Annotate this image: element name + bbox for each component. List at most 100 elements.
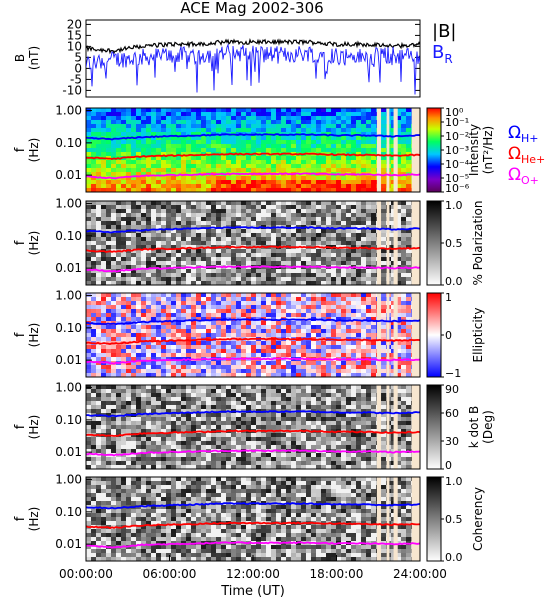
frame-polarization xyxy=(85,200,421,286)
b-y-tick-label: 0 xyxy=(74,61,82,75)
colorbar-tick-label: 10⁻² xyxy=(445,130,469,143)
no-data-band xyxy=(386,293,390,377)
no-data-band xyxy=(411,477,420,561)
colorbar-label: Coherency xyxy=(471,487,485,551)
b-y-tick-label: 20 xyxy=(67,17,82,31)
x-tick-label: 24:00:00 xyxy=(393,567,447,581)
colorbar-tick-label: 1 xyxy=(445,291,452,304)
b-y-unit: (nT) xyxy=(27,46,41,70)
f-axis-unit: (Hz) xyxy=(27,415,41,440)
f-axis-unit: (Hz) xyxy=(27,323,41,348)
colorbar-tick-label: 10⁰ xyxy=(445,106,464,119)
colorbar-tick-label: 0.0 xyxy=(445,551,463,564)
line-o-plus xyxy=(86,449,420,457)
legend-b-r: BR xyxy=(432,42,453,66)
heatmap-coherency xyxy=(86,477,420,561)
legend-b-total: |B| xyxy=(432,21,456,42)
colorbar-tick-label: 10⁻¹ xyxy=(445,116,469,129)
colorbar-tick-label: 1.0 xyxy=(445,475,463,488)
no-data-band xyxy=(376,385,382,469)
legend-omega-h: ΩH+ xyxy=(508,123,539,145)
colorbar-label: Intensity xyxy=(467,124,481,176)
line-o-plus xyxy=(86,357,420,365)
no-data-band xyxy=(393,201,398,285)
line-he-plus xyxy=(86,245,420,253)
x-axis: 00:00:00 06:00:00 12:00:00 18:00:00 24:00:00 xyxy=(59,555,447,581)
colorbar-tick-label: 1.0 xyxy=(445,199,463,212)
colorbar-label: k dot B xyxy=(467,406,481,448)
x-axis-label: Time (UT) xyxy=(220,584,285,599)
b-y-tick-label: -5 xyxy=(70,72,82,86)
legend-omega-o-symbol: Ω xyxy=(508,165,521,185)
colorbar-unit: (Deg) xyxy=(481,410,495,444)
no-data-band xyxy=(376,108,382,192)
no-data-band xyxy=(386,477,390,561)
colorbar-coherency xyxy=(426,476,442,562)
colorbar-tick-label: 10⁻⁶ xyxy=(445,182,470,195)
colorbar-tick-label: 0 xyxy=(445,459,452,472)
x-tick-label: 18:00:00 xyxy=(310,567,364,581)
no-data-band xyxy=(411,201,420,285)
f-tick-label: 0.01 xyxy=(55,168,82,182)
frame-ellipticity xyxy=(85,292,421,378)
b-y-tick-label: 10 xyxy=(67,39,82,53)
x-tick-label: 12:00:00 xyxy=(226,567,280,581)
heatmap-ellipticity xyxy=(86,293,420,377)
f-tick-label: 1.00 xyxy=(55,473,82,487)
line-he-plus xyxy=(86,429,420,437)
no-data-band xyxy=(393,477,398,561)
f-tick-label: 1.00 xyxy=(55,197,82,211)
no-data-band xyxy=(393,108,398,192)
colorbar-ellipticity xyxy=(426,292,442,378)
colorbar-tick-label: 30 xyxy=(445,435,459,448)
line-h-plus xyxy=(86,502,420,510)
b-y-tick-label: 15 xyxy=(67,28,82,42)
no-data-band xyxy=(386,201,390,285)
line-o-plus xyxy=(86,172,420,180)
f-axis-unit: (Hz) xyxy=(27,138,41,163)
legend-omega-he-symbol: Ω xyxy=(508,144,521,164)
f-tick-label: 0.10 xyxy=(55,229,82,243)
line-o-plus xyxy=(86,541,420,549)
f-tick-label: 0.10 xyxy=(55,321,82,335)
no-data-band xyxy=(411,385,420,469)
no-data-band xyxy=(393,293,398,377)
no-data-band xyxy=(386,385,390,469)
line-h-plus xyxy=(86,410,420,418)
legend-omega-o: ΩO+ xyxy=(508,165,539,187)
legend-omega-h-sub: H+ xyxy=(521,132,539,145)
no-data-band xyxy=(411,293,420,377)
line-h-plus xyxy=(86,318,420,326)
colorbar-tick-label: 10⁻⁴ xyxy=(445,158,470,171)
f-tick-label: 1.00 xyxy=(55,381,82,395)
no-data-band xyxy=(376,201,382,285)
colorbar-tick-label: 0 xyxy=(445,329,452,342)
panel-coherency: 1.00 0.10 0.01 f (Hz) 1.0 0.5 0.0 Coherency xyxy=(13,473,485,564)
chart-title: ACE Mag 2002-306 xyxy=(180,0,323,17)
line-h-plus xyxy=(86,226,420,234)
panel-ellipticity: 1.00 0.10 0.01 f (Hz) 1 0 −1 Ellipticity xyxy=(13,289,485,380)
colorbar-label: Ellipticity xyxy=(471,308,485,363)
f-axis-label: f xyxy=(13,424,28,429)
colorbar-label: % Polarization xyxy=(471,201,485,286)
f-tick-label: 0.10 xyxy=(55,413,82,427)
colorbar-tick-label: 0.5 xyxy=(445,513,463,526)
f-axis-unit: (Hz) xyxy=(27,507,41,532)
f-axis-label: f xyxy=(13,240,28,245)
x-tick-label: 06:00:00 xyxy=(143,567,197,581)
legend-b-r-sub: R xyxy=(444,52,452,66)
colorbar-tick-label: −1 xyxy=(445,367,461,380)
legend-omega-he-sub: He+ xyxy=(521,153,545,166)
b-y-tick-label: -10 xyxy=(62,83,82,97)
colorbar-intensity xyxy=(426,107,442,193)
heatmap-intensity xyxy=(86,108,420,192)
x-tick-label: 00:00:00 xyxy=(59,567,113,581)
f-tick-label: 0.01 xyxy=(55,353,82,367)
no-data-band xyxy=(393,385,398,469)
heatmap-polarization xyxy=(86,201,420,285)
panel-k_dot_b: 1.00 0.10 0.01 f (Hz) 90 60 30 0 k dot B (Deg) xyxy=(13,381,495,472)
legend-b-r-main: B xyxy=(432,42,444,63)
